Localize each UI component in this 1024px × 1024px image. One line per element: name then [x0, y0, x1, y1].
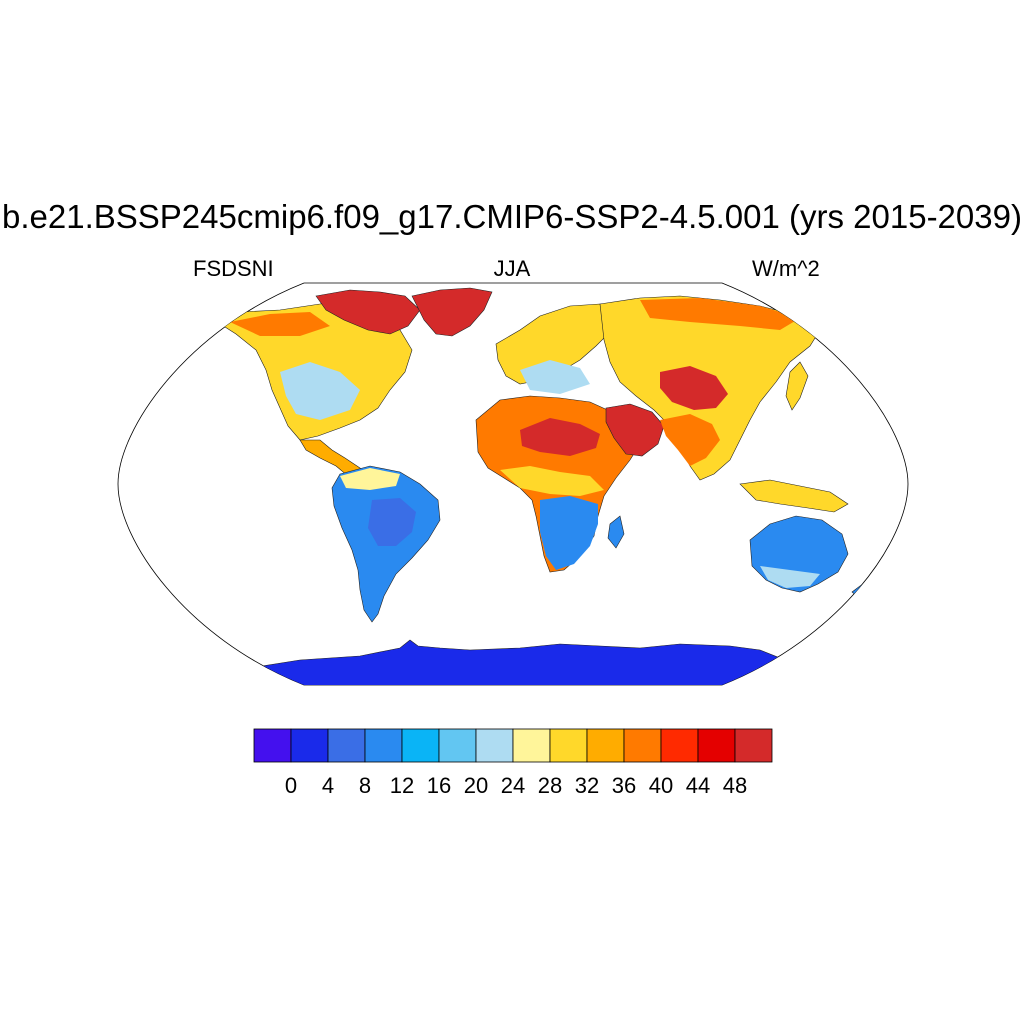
europe-region	[495, 303, 621, 385]
canadian-archipelago	[315, 289, 421, 335]
colorbar-tick-label: 16	[427, 773, 451, 798]
variable-label: FSDSNI	[193, 256, 274, 281]
europe-core	[520, 360, 590, 394]
colorbar-tick-label: 44	[686, 773, 710, 798]
southeast-asia-region	[739, 479, 849, 513]
colorbar-tick-label: 0	[285, 773, 297, 798]
colorbar-box	[364, 728, 403, 763]
siberia-region	[640, 298, 800, 330]
season-label: JJA	[493, 256, 531, 281]
colorbar-ticks: 0 4 8 12 16 20 24 28 32 36 40 44 48	[285, 773, 747, 798]
colorbar-box	[475, 728, 514, 763]
south-america-core	[368, 498, 416, 546]
sahara-region	[520, 418, 600, 456]
map-title: b.e21.BSSP245cmip6.f09_g17.CMIP6-SSP2-4.…	[2, 198, 1022, 235]
colorbar-box	[660, 728, 699, 763]
arabia-region	[605, 403, 665, 457]
greenland-region	[411, 287, 493, 337]
colorbar-tick-label: 28	[538, 773, 562, 798]
colorbar-tick-label: 32	[575, 773, 599, 798]
colorbar-tick-label: 4	[322, 773, 334, 798]
colorbar-tick-label: 24	[501, 773, 525, 798]
colorbar-box	[438, 728, 477, 763]
colorbar-box	[586, 728, 625, 763]
colorbar-box	[290, 728, 329, 763]
colorbar-tick-label: 20	[464, 773, 488, 798]
colorbar-box	[401, 728, 440, 763]
colorbar-box	[734, 728, 773, 763]
colorbar-tick-label: 48	[723, 773, 747, 798]
colorbar-box	[512, 728, 551, 763]
central-asia-region	[660, 366, 728, 410]
units-label: W/m^2	[752, 256, 820, 281]
india-region	[660, 414, 720, 466]
north-america-arctic	[230, 312, 330, 336]
colorbar-tick-label: 40	[649, 773, 673, 798]
colorbar-box	[253, 728, 292, 763]
sahel-region	[500, 466, 604, 496]
colorbar-tick-label: 8	[359, 773, 371, 798]
southern-africa-region	[540, 496, 598, 570]
south-america-north	[340, 468, 400, 490]
colorbar-tick-label: 12	[390, 773, 414, 798]
colorbar-tick-label: 36	[612, 773, 636, 798]
colorbar-box	[549, 728, 588, 763]
japan-region	[785, 361, 809, 411]
colorbar-box	[697, 728, 736, 763]
colorbar-box	[327, 728, 366, 763]
madagascar-region	[607, 515, 625, 549]
colorbar-box	[623, 728, 662, 763]
north-america-core	[280, 362, 360, 420]
colorbar	[253, 728, 773, 763]
australia-south	[760, 566, 820, 588]
